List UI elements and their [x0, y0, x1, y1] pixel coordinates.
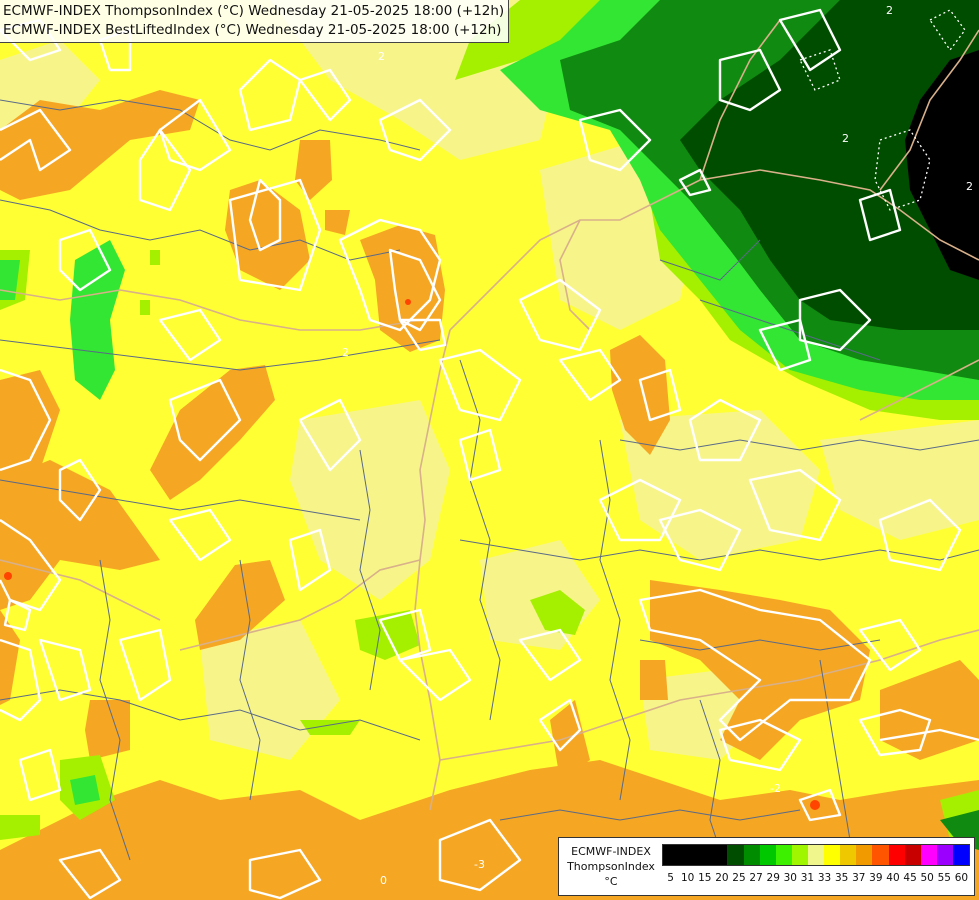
legend-swatch — [663, 845, 680, 865]
title-line-thompson: ECMWF-INDEX ThompsonIndex (°C) Wednesday… — [3, 3, 505, 19]
legend-swatch — [824, 845, 841, 865]
legend-tick: 5 — [667, 872, 674, 884]
contour-label: -3 — [474, 858, 485, 871]
legend-swatch — [679, 845, 696, 865]
contour-label: 2 — [842, 132, 849, 145]
legend-tick: 30 — [783, 872, 797, 884]
admin-lines — [0, 99, 979, 881]
legend-tick: 15 — [698, 872, 712, 884]
legend-color-bar — [662, 844, 970, 866]
legend-swatch — [840, 845, 857, 865]
legend-tick: 29 — [766, 872, 780, 884]
legend-tick: 33 — [817, 872, 832, 884]
legend-swatch — [872, 845, 889, 865]
title-line-bestlifted: ECMWF-INDEX BestLiftedIndex (°C) Wednesd… — [3, 22, 502, 38]
legend-swatch — [920, 845, 937, 865]
map-title-box: ECMWF-INDEX ThompsonIndex (°C) Wednesday… — [0, 0, 510, 43]
legend-tick: 35 — [834, 872, 849, 884]
contour-label: 2 — [886, 4, 893, 17]
legend-swatch — [695, 845, 712, 865]
legend-tick: 27 — [749, 872, 763, 884]
legend-tick: 39 — [869, 872, 883, 884]
legend-tick: 50 — [920, 872, 934, 884]
dotted-contours — [799, 9, 966, 211]
legend-tick: 45 — [903, 872, 917, 884]
contour-label: 0 — [380, 874, 387, 887]
legend-swatch — [775, 845, 792, 865]
contour-label: -2 — [770, 782, 781, 795]
legend-title-line1: ECMWF-INDEX — [571, 845, 651, 858]
legend-title-line2: ThompsonIndex — [567, 860, 655, 873]
contour-label: 2 — [342, 346, 349, 359]
legend-title: ECMWF-INDEX ThompsonIndex °C — [563, 844, 659, 889]
legend-tick: 55 — [937, 872, 951, 884]
contour-labels: 2 2 2 2 2 -2 -3 0 — [342, 4, 973, 887]
contour-lines — [0, 8, 979, 900]
darker-green-areas — [680, 0, 979, 330]
country-borders — [0, 19, 979, 811]
black-area — [905, 50, 979, 280]
legend-swatch — [759, 845, 776, 865]
legend-unit: °C — [604, 875, 618, 888]
legend-tick-labels: 5 10 15 20 25 27 29 30 31 33 35 37 39 40 45 50 55 60 — [662, 872, 970, 888]
legend-tick: 31 — [800, 872, 815, 884]
legend-tick: 60 — [954, 872, 969, 884]
legend-tick: 20 — [715, 872, 729, 884]
legend-swatch — [807, 845, 825, 865]
legend-swatch — [727, 845, 744, 865]
legend-swatch — [888, 845, 905, 865]
contour-label: 2 — [378, 50, 385, 63]
legend-tick: 40 — [886, 872, 900, 884]
legend-swatch — [936, 845, 953, 865]
legend-swatch — [904, 845, 921, 865]
red-spots — [4, 299, 820, 810]
legend-tick: 10 — [680, 872, 695, 884]
legend-swatch — [711, 845, 728, 865]
legend-swatch — [791, 845, 808, 865]
legend-swatch — [743, 845, 760, 865]
legend-swatch — [856, 845, 873, 865]
contour-label: 2 — [966, 180, 973, 193]
color-legend: ECMWF-INDEX ThompsonIndex °C 5 10 15 20 25 27… — [558, 837, 975, 896]
legend-tick: 37 — [852, 872, 866, 884]
legend-swatch — [952, 845, 970, 865]
legend-tick: 25 — [732, 872, 746, 884]
